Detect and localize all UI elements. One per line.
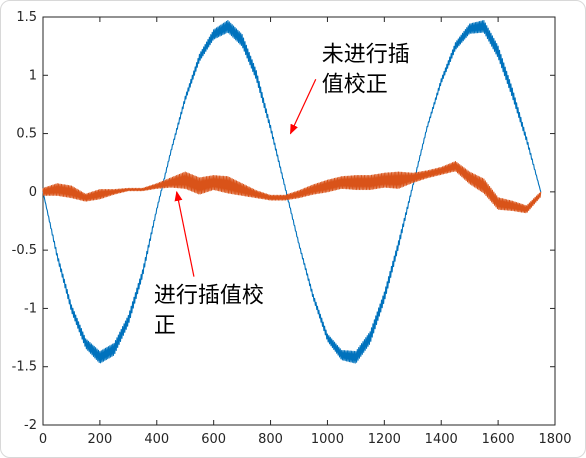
axes: 0 200 400 600 800 1000 1200 1400 1600 1800 -2 -1.5 -… <box>12 10 572 447</box>
x-tick-label: 0 <box>39 432 47 447</box>
series-line-1 <box>42 19 542 364</box>
x-tick-label: 800 <box>258 432 283 447</box>
x-tick-label: 1600 <box>482 432 515 447</box>
x-tick-label: 200 <box>87 432 112 447</box>
y-tick-label: -1 <box>24 301 37 316</box>
x-tick-label: 1400 <box>425 432 458 447</box>
y-tick-label: 0 <box>29 185 37 200</box>
x-tick-label: 1000 <box>311 432 344 447</box>
y-tick-label: -1.5 <box>12 360 37 375</box>
annotation-text-line: 进行插值校 <box>154 284 264 309</box>
y-tick-label: 1.5 <box>16 10 37 25</box>
x-tick-label: 400 <box>144 432 169 447</box>
annotation-arrow <box>174 190 195 277</box>
x-tick-label: 600 <box>201 432 226 447</box>
annotation-text-line: 值校正 <box>322 72 388 97</box>
x-tick-label: 1200 <box>368 432 401 447</box>
annotation-text-line: 正 <box>154 314 176 339</box>
series-line-2 <box>42 161 542 214</box>
y-tick-label: -2 <box>24 418 37 433</box>
annotation-arrow <box>289 79 317 135</box>
plot-box <box>42 16 556 426</box>
series-group <box>42 19 542 364</box>
y-tick-label: 1 <box>29 68 37 83</box>
annotation-text-line: 未进行插 <box>322 42 410 67</box>
x-tick-label: 1800 <box>538 432 571 447</box>
y-tick-label: -0.5 <box>12 243 37 258</box>
y-tick-label: 0.5 <box>16 127 37 142</box>
